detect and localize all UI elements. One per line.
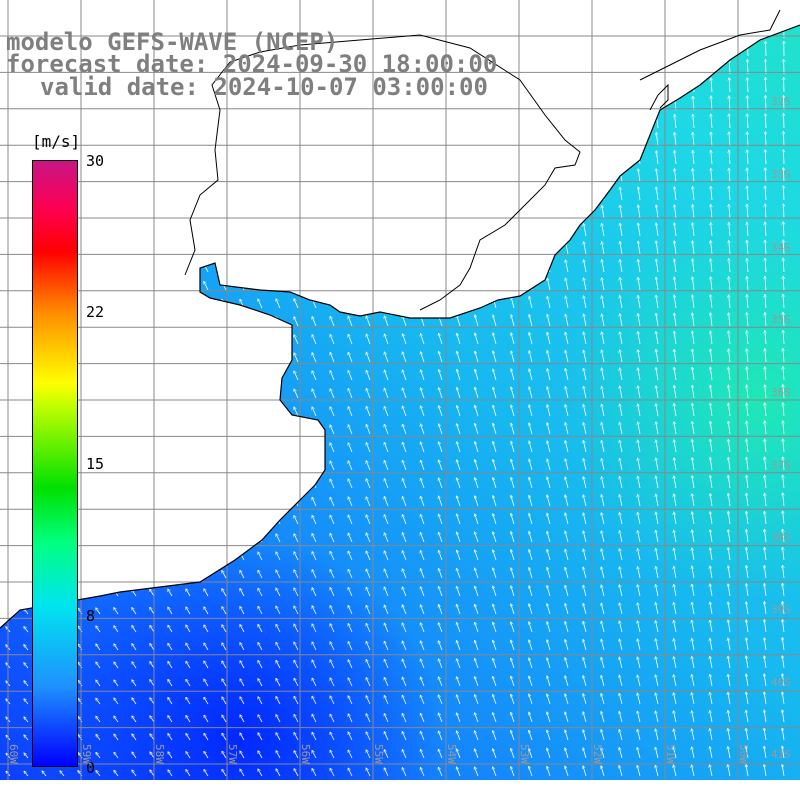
lat-label-35s: 35S (771, 313, 791, 326)
lon-label-55w: 55W (372, 744, 385, 764)
lon-label-56w: 56W (299, 744, 312, 764)
colorbar-tick-8: 8 (86, 607, 95, 625)
lon-label-52w: 52W (591, 744, 604, 764)
colorbar-tick-30: 30 (86, 152, 104, 170)
colorbar-unit: [m/s] (32, 132, 80, 151)
colorbar-tick-22: 22 (86, 303, 104, 321)
lon-label-60w: 60W (7, 744, 20, 764)
lon-label-54w: 54W (445, 744, 458, 764)
lat-label-34s: 34S (771, 241, 791, 254)
lon-label-57w: 57W (226, 744, 239, 764)
wind-arrow (784, 114, 785, 128)
lon-label-59w: 59W (80, 744, 93, 764)
lat-label-36s: 36S (771, 386, 791, 399)
lat-label-39s: 39S (771, 603, 791, 616)
lat-label-41s: 41S (771, 748, 791, 761)
wind-arrow (766, 60, 767, 75)
lon-label-50w: 50W (737, 744, 750, 764)
lat-label-38s: 38S (771, 531, 791, 544)
lon-label-58w: 58W (153, 744, 166, 764)
lat-label-40s: 40S (771, 676, 791, 689)
lat-label-33s: 33S (771, 168, 791, 181)
lon-label-53w: 53W (518, 744, 531, 764)
lon-label-51w: 51W (664, 744, 677, 764)
colorbar-tick-15: 15 (86, 455, 104, 473)
colorbar (32, 160, 78, 767)
lat-label-37s: 37S (771, 459, 791, 472)
lat-label-32s: 32S (771, 95, 791, 108)
wind-arrow (766, 42, 767, 57)
map-title-valid-date: valid date: 2024-10-07 03:00:00 (40, 75, 488, 99)
